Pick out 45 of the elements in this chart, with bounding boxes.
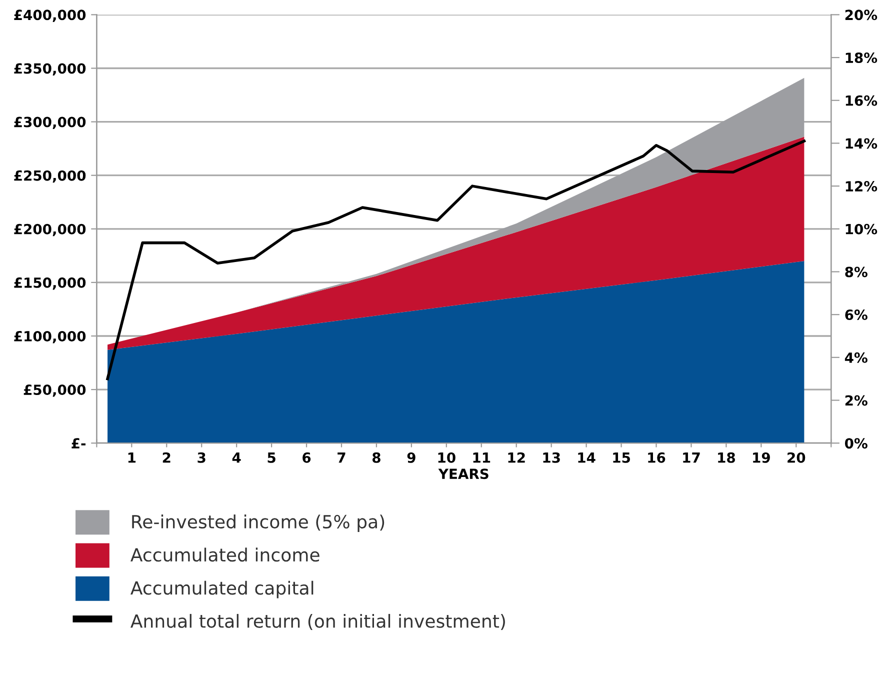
y2-tick-label: 2% xyxy=(845,395,868,406)
y-tick-label: £- xyxy=(72,438,86,448)
x-tick-label: 10 xyxy=(438,452,456,463)
x-tick-label: 17 xyxy=(683,452,700,463)
x-tick-label: 15 xyxy=(613,452,630,463)
y-tick-label: £400,000 xyxy=(14,10,86,22)
y-tick-label: £150,000 xyxy=(14,277,86,290)
x-tick-label: 6 xyxy=(302,452,311,463)
legend-label: Annual total return (on initial investment) xyxy=(130,614,505,630)
x-tick-label: 3 xyxy=(198,452,206,463)
y-tick-label: £50,000 xyxy=(24,384,86,397)
x-tick-label: 12 xyxy=(508,452,525,463)
y2-tick-label: 16% xyxy=(846,95,878,106)
y2-tick-label: 0% xyxy=(844,438,868,449)
y2-tick-label: 4% xyxy=(844,352,868,363)
x-tick-label: 2 xyxy=(162,452,170,463)
x-tick-label: 16 xyxy=(648,452,666,463)
x-tick-label: 1 xyxy=(128,452,136,463)
x-tick-label: 7 xyxy=(338,452,346,463)
y2-tick-label: 8% xyxy=(845,266,868,278)
x-tick-label: 14 xyxy=(578,452,596,463)
legend-label: Accumulated capital xyxy=(130,580,314,598)
x-tick-label: 13 xyxy=(543,452,560,463)
x-tick-label: 4 xyxy=(232,452,241,463)
x-axis-title: YEARS xyxy=(438,468,488,480)
x-tick-label: 11 xyxy=(473,452,490,463)
y2-tick-label: 18% xyxy=(846,52,878,64)
y-tick-label: £100,000 xyxy=(14,330,86,344)
x-tick-label: 9 xyxy=(407,452,416,463)
x-tick-label: 5 xyxy=(268,452,276,463)
y2-tick-label: 14% xyxy=(846,138,878,149)
x-tick-label: 18 xyxy=(718,452,735,463)
y-tick-label: £250,000 xyxy=(14,170,86,183)
legend-label: Accumulated income xyxy=(130,548,320,562)
y2-tick-label: 20% xyxy=(845,10,878,20)
y2-tick-label: 12% xyxy=(846,181,878,192)
y-tick-label: £300,000 xyxy=(14,116,86,130)
y-tick-label: £350,000 xyxy=(14,63,86,76)
y2-tick-label: 10% xyxy=(846,224,878,234)
x-tick-label: 20 xyxy=(788,452,806,463)
y-tick-label: £200,000 xyxy=(14,224,86,236)
y2-tick-label: 6% xyxy=(845,310,868,320)
legend-label: Re-invested income (5% pa) xyxy=(132,514,384,532)
x-tick-label: 8 xyxy=(372,452,380,463)
x-tick-label: 19 xyxy=(753,452,770,463)
